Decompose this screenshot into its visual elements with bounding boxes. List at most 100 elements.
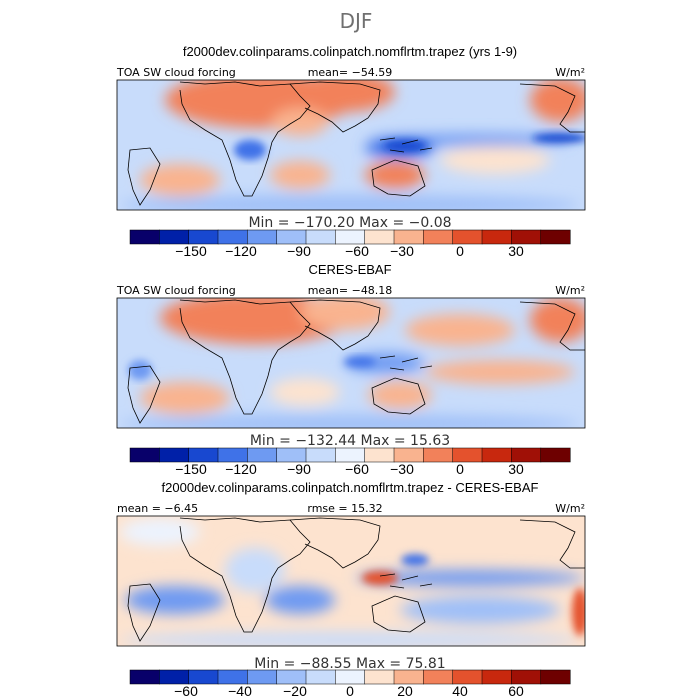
region-australia	[368, 381, 432, 409]
minmax-label: Min = −132.44 Max = 15.63	[250, 433, 450, 449]
colorbar-tick: 30	[508, 243, 524, 259]
colorbar-swatch	[159, 669, 190, 685]
region-west-pacific	[401, 554, 429, 566]
colorbar-tick: −30	[390, 243, 414, 259]
colorbar-tick: −60	[174, 683, 198, 699]
colorbar-tick: −150	[175, 461, 207, 477]
region-east-pacific	[440, 146, 550, 174]
colorbar-swatch	[481, 669, 512, 685]
colorbar-tick: 30	[508, 461, 524, 477]
map-plot	[117, 516, 585, 646]
region-north-pacific	[405, 314, 515, 346]
region-asia	[295, 80, 395, 112]
colorbar-swatch	[364, 447, 395, 463]
colorbar-swatch	[335, 447, 366, 463]
colorbar-tick: 40	[452, 683, 468, 699]
mean-label: mean= −54.59	[308, 66, 393, 79]
region-north-america	[530, 298, 585, 342]
colorbar-swatch	[335, 229, 366, 245]
coastlines	[127, 81, 585, 206]
colorbar-swatch	[159, 229, 190, 245]
colorbar-swatch	[247, 669, 278, 685]
panel-heading: f2000dev.colinparams.colinpatch.nomflrtm…	[183, 44, 517, 59]
region-warm-pool	[383, 140, 427, 152]
colorbar-swatch	[217, 669, 248, 685]
region-amazon	[128, 360, 152, 380]
colorbar-swatch	[452, 229, 483, 245]
mean-label: mean = −6.45	[117, 502, 198, 515]
panel-observations: CERES-EBAF TOA SW cloud forcing mean= −4…	[116, 262, 586, 477]
panel-difference: f2000dev.colinparams.colinpatch.nomflrtm…	[116, 480, 586, 699]
panel-heading: f2000dev.colinparams.colinpatch.nomflrtm…	[162, 480, 539, 495]
colorbar-swatch	[511, 447, 542, 463]
map-frame	[116, 79, 586, 211]
colorbar-tick: −120	[225, 461, 257, 477]
region-south-atlantic	[140, 164, 220, 196]
region-arabia	[272, 108, 328, 136]
colorbar-swatch	[452, 447, 483, 463]
map-frame	[116, 297, 586, 429]
minmax-label: Min = −88.55 Max = 75.81	[254, 656, 445, 672]
colorbar-swatch	[540, 669, 571, 685]
colorbar-swatch	[452, 669, 483, 685]
colorbar-swatch	[217, 447, 248, 463]
panel-heading: CERES-EBAF	[308, 262, 391, 277]
colorbar	[129, 669, 571, 685]
units-label: W/m²	[555, 284, 585, 297]
colorbar-swatch	[305, 447, 336, 463]
coastlines	[127, 299, 585, 424]
colorbar-swatch	[276, 229, 307, 245]
colorbar-swatch	[540, 447, 571, 463]
region-southern-ocean	[120, 415, 580, 428]
map-frame	[116, 515, 586, 647]
region-southern-ocean	[120, 632, 580, 646]
colorbar-swatch	[276, 669, 307, 685]
region-southern-ocean	[120, 195, 580, 210]
colorbar-swatch	[276, 447, 307, 463]
rmse-label: rmse = 15.32	[307, 502, 382, 515]
colorbar-tick: 20	[397, 683, 413, 699]
region-south-atlantic	[140, 382, 230, 414]
region-central-africa	[234, 140, 266, 160]
colorbar-ticks: −150 −120 −90 −60 −30 0 30	[175, 243, 524, 259]
colorbar-swatch	[129, 229, 160, 245]
region-indian-ocean	[265, 586, 335, 614]
colorbar-tick: −120	[225, 243, 257, 259]
colorbar-swatch	[393, 447, 424, 463]
colorbar-swatch	[481, 229, 512, 245]
region-warm-pool	[344, 357, 376, 367]
mean-label: mean= −48.18	[308, 284, 393, 297]
colorbar-swatch	[540, 229, 571, 245]
region-indian-ocean	[270, 378, 340, 406]
colorbar-tick: 0	[346, 683, 354, 699]
region-south-pacific	[400, 596, 560, 624]
colorbar-swatch	[423, 447, 454, 463]
colorbar-ticks: −60 −40 −20 0 20 40 60	[174, 683, 524, 699]
colorbar-tick: −40	[228, 683, 252, 699]
map-plot	[117, 298, 585, 428]
colorbar-tick: 60	[508, 683, 524, 699]
colorbar-swatch	[188, 669, 219, 685]
colorbar-tick: −20	[283, 683, 307, 699]
region-peru-coast	[572, 588, 585, 636]
colorbar-swatch	[481, 447, 512, 463]
colorbar-swatch	[129, 447, 160, 463]
map-plot	[117, 80, 585, 210]
colorbar-swatch	[247, 447, 278, 463]
colorbar-swatch	[217, 229, 248, 245]
colorbar-swatch	[247, 229, 278, 245]
region-asia	[300, 298, 390, 330]
colorbar-tick: 0	[456, 243, 464, 259]
region-maritime-continent	[362, 571, 398, 585]
minmax-label: Min = −170.20 Max = −0.08	[248, 215, 451, 231]
colorbar-swatch	[393, 229, 424, 245]
region-east-pacific	[425, 360, 575, 384]
colorbar-swatch	[129, 669, 160, 685]
colorbar-swatch	[423, 669, 454, 685]
region-north-atlantic	[120, 518, 200, 546]
units-label: W/m²	[555, 502, 585, 515]
colorbar-swatch	[305, 669, 336, 685]
region-australia	[365, 161, 425, 189]
panel-model: f2000dev.colinparams.colinpatch.nomflrtm…	[116, 44, 586, 259]
